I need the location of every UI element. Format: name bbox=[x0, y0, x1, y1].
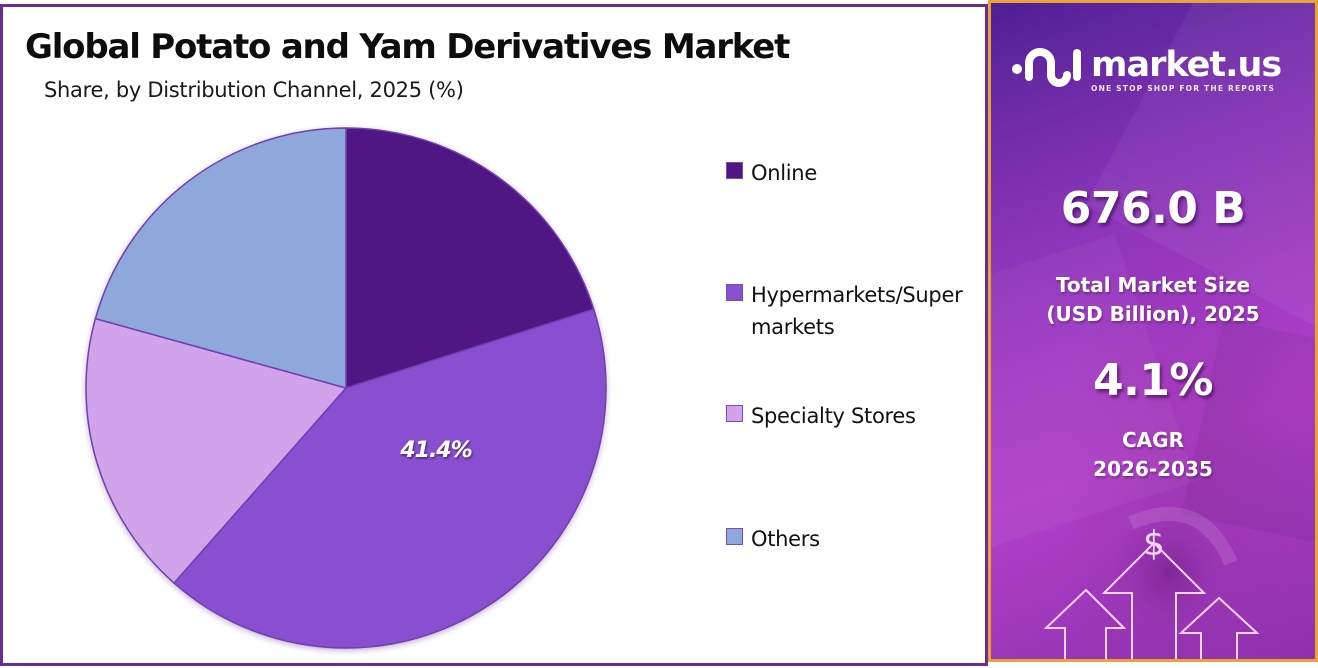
pie-slice-hypermarkets-supermarkets bbox=[172, 308, 607, 649]
chart-legend: Online Hypermarkets/Supermarkets Special… bbox=[726, 0, 986, 668]
pie-svg: 41.4% bbox=[85, 127, 607, 649]
legend-label: Online bbox=[751, 161, 817, 185]
cagr-label-1: CAGR bbox=[1122, 428, 1184, 452]
legend-item-online: Online bbox=[726, 157, 976, 189]
legend-swatch-specialty-stores bbox=[726, 405, 743, 422]
market-size-label-2: (USD Billion), 2025 bbox=[1046, 302, 1260, 326]
cagr-label-2: 2026-2035 bbox=[1093, 457, 1213, 481]
pie-slice-specialty-stores bbox=[85, 317, 348, 585]
pie-slice-online bbox=[345, 127, 595, 390]
legend-swatch-hypermarkets bbox=[726, 284, 743, 301]
brand-logo: market.us ONE STOP SHOP FOR THE REPORTS bbox=[1011, 41, 1282, 99]
market-size-value: 676.0 B bbox=[1060, 183, 1246, 234]
growth-arrows-icon: $ bbox=[1043, 507, 1260, 659]
legend-item-hypermarkets: Hypermarkets/Supermarkets bbox=[726, 279, 976, 343]
pie-chart: 41.4% bbox=[85, 127, 607, 649]
market-size-label-1: Total Market Size bbox=[1055, 273, 1251, 297]
legend-swatch-online bbox=[726, 162, 743, 179]
chart-title: Global Potato and Yam Derivatives Market bbox=[25, 27, 790, 67]
legend-label: Specialty Stores bbox=[751, 404, 916, 428]
summary-sidebar: market.us ONE STOP SHOP FOR THE REPORTS … bbox=[988, 0, 1318, 662]
legend-label: Hypermarkets/Supermarkets bbox=[751, 283, 963, 339]
legend-item-specialty-stores: Specialty Stores bbox=[726, 400, 976, 432]
cagr-value: 4.1% bbox=[1092, 355, 1214, 406]
legend-item-others: Others bbox=[726, 523, 976, 555]
market-us-logo-icon bbox=[1012, 48, 1081, 87]
chart-subtitle: Share, by Distribution Channel, 2025 (%) bbox=[44, 78, 464, 102]
pie-slice-others bbox=[94, 127, 347, 389]
brand-tagline: ONE STOP SHOP FOR THE REPORTS bbox=[1091, 83, 1276, 93]
slice-data-label: 41.4% bbox=[399, 438, 471, 463]
legend-label: Others bbox=[751, 527, 820, 551]
brand-name: market.us bbox=[1091, 44, 1282, 85]
legend-swatch-others bbox=[726, 528, 743, 545]
